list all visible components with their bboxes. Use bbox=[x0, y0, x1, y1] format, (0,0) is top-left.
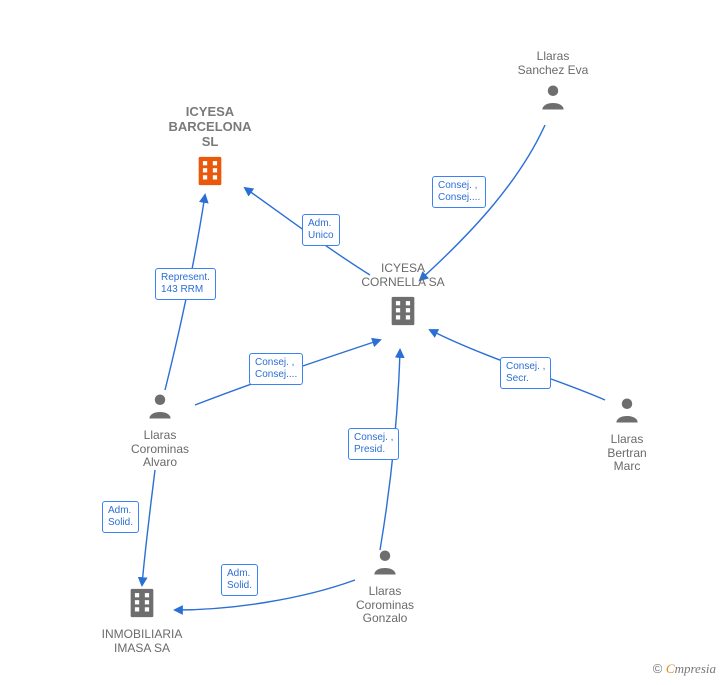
edge-label-0: Consej. , Consej.... bbox=[432, 176, 486, 208]
edge-llaras_corominas_alvaro-to-inmobiliaria_imasa bbox=[142, 470, 155, 585]
brand-initial: C bbox=[666, 661, 675, 676]
edge-label-6: Adm. Solid. bbox=[102, 501, 139, 533]
person-icon bbox=[612, 395, 642, 425]
node-icyesa_cornella[interactable]: ICYESA CORNELLA SA bbox=[338, 262, 468, 331]
node-label: Llaras Sanchez Eva bbox=[498, 50, 608, 78]
person-icon bbox=[145, 391, 175, 421]
copyright-symbol: © bbox=[653, 661, 663, 676]
node-llaras_corominas_gonzalo[interactable]: Llaras Corominas Gonzalo bbox=[320, 547, 450, 626]
node-llaras_bertran_marc[interactable]: Llaras Bertran Marc bbox=[577, 395, 677, 474]
node-icyesa_barcelona[interactable]: ICYESA BARCELONA SL bbox=[150, 105, 270, 192]
node-label: Llaras Corominas Alvaro bbox=[100, 429, 220, 470]
building-icon bbox=[193, 154, 227, 188]
building-icon bbox=[125, 586, 159, 620]
node-llaras_corominas_alvaro[interactable]: Llaras Corominas Alvaro bbox=[100, 391, 220, 470]
edge-label-4: Consej. , Secr. bbox=[500, 357, 551, 389]
edge-label-2: Represent. 143 RRM bbox=[155, 268, 216, 300]
edge-label-7: Adm. Solid. bbox=[221, 564, 258, 596]
node-label: INMOBILIARIA IMASA SA bbox=[77, 628, 207, 656]
node-label: ICYESA BARCELONA SL bbox=[150, 105, 270, 150]
person-icon bbox=[538, 82, 568, 112]
watermark: © Cmpresia bbox=[653, 661, 716, 677]
node-inmobiliaria_imasa[interactable]: INMOBILIARIA IMASA SA bbox=[77, 586, 207, 655]
edge-label-1: Adm. Unico bbox=[302, 214, 340, 246]
building-icon bbox=[386, 294, 420, 328]
person-icon bbox=[370, 547, 400, 577]
edge-label-5: Consej. , Presid. bbox=[348, 428, 399, 460]
node-label: Llaras Bertran Marc bbox=[577, 433, 677, 474]
brand-text: mpresia bbox=[675, 661, 716, 676]
node-label: Llaras Corominas Gonzalo bbox=[320, 585, 450, 626]
node-llaras_sanchez_eva[interactable]: Llaras Sanchez Eva bbox=[498, 50, 608, 115]
edge-label-3: Consej. , Consej.... bbox=[249, 353, 303, 385]
diagram-canvas: ICYESA BARCELONA SL Llaras Sanchez Eva I… bbox=[0, 0, 728, 685]
node-label: ICYESA CORNELLA SA bbox=[338, 262, 468, 290]
